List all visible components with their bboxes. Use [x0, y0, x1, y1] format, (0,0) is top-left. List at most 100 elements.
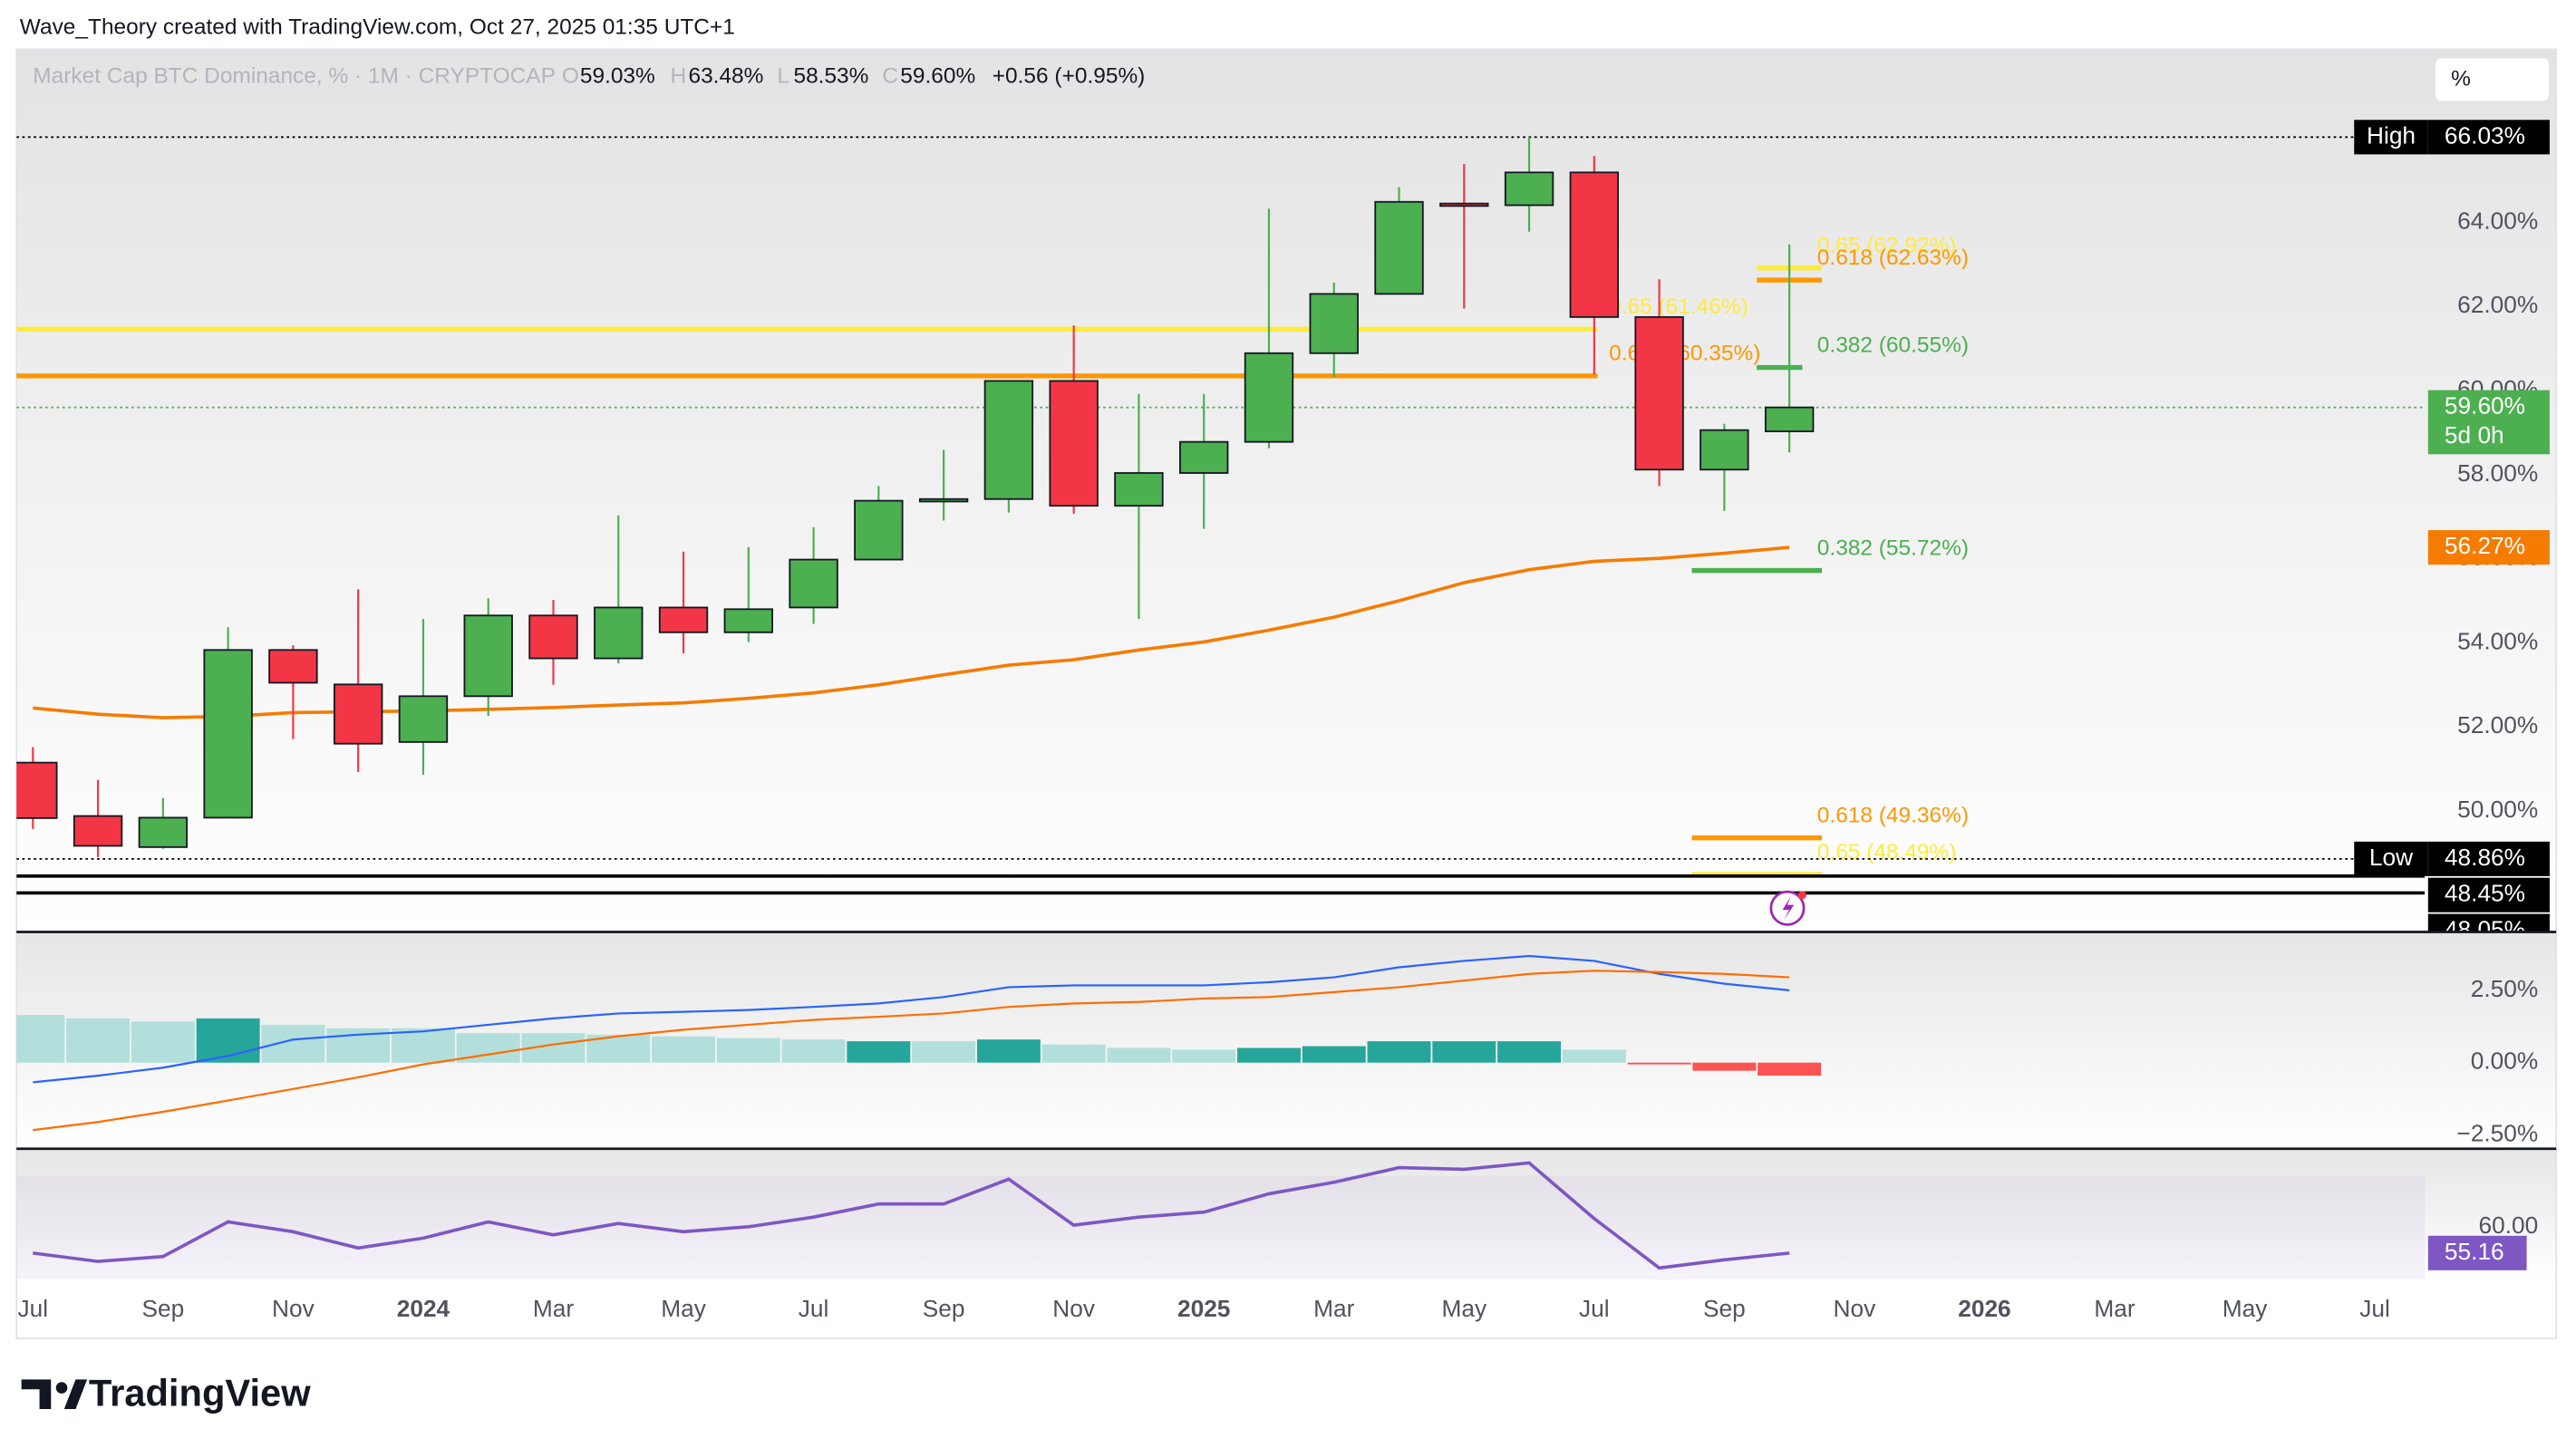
macd-bar — [1172, 1049, 1236, 1063]
x-tick-label: 2026 — [1958, 1295, 2010, 1322]
ohlc-value: 63.48% — [688, 64, 763, 89]
candle-body — [723, 608, 773, 633]
candle-body — [203, 649, 253, 819]
y-tick-label: 64.00% — [2457, 207, 2538, 234]
price-label-box — [2427, 913, 2550, 932]
alert-icon[interactable] — [1769, 890, 1806, 926]
alert-dot — [1797, 891, 1806, 900]
x-tick-label: 2025 — [1177, 1295, 1230, 1322]
ohlc-key: H — [671, 64, 687, 89]
rsi-label: 55.16 — [2445, 1238, 2504, 1265]
macd-bar — [16, 1015, 65, 1063]
macd-bar — [1497, 1041, 1562, 1063]
macd-bar — [716, 1038, 780, 1063]
main-pane — [16, 49, 2557, 932]
candle-body — [1569, 171, 1620, 318]
price-label-box — [2427, 530, 2550, 565]
candle-body — [1049, 380, 1099, 507]
macd-bar — [1041, 1044, 1106, 1063]
macd-bar — [1432, 1041, 1496, 1063]
macd-line — [33, 970, 1790, 1132]
x-tick-label: Nov — [1834, 1295, 1877, 1322]
price-label: 66.03% — [2445, 121, 2525, 149]
macd-plot: 2.50% 0.00% −2.50% — [16, 954, 2538, 1146]
macd-bar — [912, 1041, 976, 1063]
candle-body — [983, 380, 1034, 500]
candle-body — [594, 606, 644, 660]
macd-line — [33, 954, 1790, 1084]
candle-body — [1504, 171, 1554, 207]
candle-body — [1114, 472, 1164, 507]
level-name-box — [2354, 841, 2428, 876]
x-tick-label: Mar — [2094, 1295, 2135, 1322]
price-label-box — [2427, 841, 2550, 876]
x-tick-label: Jul — [799, 1295, 829, 1322]
main-price-axis: 50.00%52.00%54.00%56.00%58.00%60.00%62.0… — [2354, 120, 2550, 943]
y-tick-label: 0.00% — [2471, 1047, 2538, 1075]
price-label: 48.05% — [2445, 916, 2525, 943]
x-tick-label: Mar — [533, 1295, 574, 1322]
unit-button[interactable]: % — [2434, 56, 2551, 103]
rsi-pane — [16, 1149, 2557, 1281]
candle-body — [463, 614, 513, 698]
main-plot: 0.65 (61.46%) 0.618 (60.35%) 0.65 (62.92%)… — [16, 136, 2426, 895]
brand: TradingView — [21, 1372, 311, 1414]
x-tick-label: Jul — [1579, 1295, 1610, 1322]
price-label: 59.60% — [2445, 392, 2525, 420]
level-name: High — [2367, 121, 2416, 149]
price-label: 48.45% — [2445, 880, 2525, 907]
time-axis: Jul Sep Nov 2024 Mar May Jul Sep Nov 2025 Mar May Ju… — [18, 1295, 2390, 1322]
alert-bolt — [1782, 896, 1795, 920]
candle-body — [1439, 202, 1489, 208]
x-tick-label: Sep — [141, 1295, 184, 1322]
candle-body — [1309, 293, 1359, 354]
fib-label: 0.618 (49.36%) — [1817, 804, 1969, 828]
macd-bar — [976, 1039, 1041, 1063]
fib-label: 0.382 (60.55%) — [1817, 333, 1969, 357]
fib-label: 0.382 (55.72%) — [1817, 536, 1969, 561]
x-tick-label: Sep — [923, 1295, 965, 1322]
y-tick-label: 52.00% — [2457, 711, 2538, 738]
rsi-line — [33, 1161, 1790, 1270]
macd-bar — [1107, 1047, 1171, 1063]
change: +0.56 (+0.95%) — [993, 64, 1146, 89]
x-tick-label: Nov — [1052, 1295, 1096, 1322]
macd-bar — [652, 1036, 716, 1063]
x-tick-label: Nov — [272, 1295, 315, 1322]
rsi-band — [16, 1175, 2426, 1279]
ma-line — [33, 545, 1790, 719]
macd-bar — [261, 1024, 325, 1063]
ohlc-value: 59.03% — [580, 64, 655, 89]
candle-body — [918, 497, 969, 503]
candle-body — [268, 649, 318, 684]
candle-body — [73, 815, 123, 847]
ohlc-key: L — [777, 64, 789, 89]
ohlc-value: 59.60% — [900, 64, 975, 89]
fib-label: 0.618 (60.35%) — [1609, 342, 1760, 366]
x-tick-label: Sep — [1703, 1295, 1746, 1322]
candle-body — [138, 816, 189, 848]
fib-label: 0.65 (61.46%) — [1609, 294, 1748, 319]
x-tick-label: 2024 — [397, 1295, 450, 1322]
macd-bar — [781, 1039, 846, 1063]
unit-button-label[interactable]: % — [2451, 66, 2471, 91]
y-tick-label: 54.00% — [2457, 627, 2538, 654]
y-tick-label: 58.00% — [2457, 459, 2538, 487]
ohlc-value: 58.53% — [793, 64, 868, 89]
macd-bar — [1758, 1062, 1822, 1076]
x-tick-label: May — [661, 1295, 706, 1322]
candle-body — [528, 614, 578, 660]
symbol: Market Cap BTC Dominance, % · 1M · CRYPT… — [33, 64, 556, 89]
unit-button-box[interactable] — [2434, 56, 2551, 103]
attribution: Wave_Theory created with TradingView.com… — [20, 14, 735, 39]
candle-body — [333, 683, 383, 745]
macd-bar — [1367, 1041, 1431, 1063]
candle-body — [1179, 440, 1229, 474]
macd-bar — [1562, 1049, 1626, 1063]
macd-bar — [847, 1041, 911, 1063]
y-tick-label: 50.00% — [2457, 796, 2538, 823]
rsi-label-box — [2427, 1235, 2527, 1270]
